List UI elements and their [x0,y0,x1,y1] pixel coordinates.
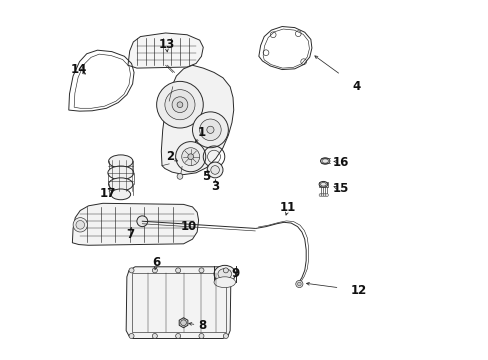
Text: 8: 8 [198,319,206,332]
Circle shape [295,280,303,288]
Circle shape [177,102,183,108]
Circle shape [199,268,203,273]
Circle shape [323,194,325,197]
Circle shape [152,268,157,273]
Circle shape [199,333,203,338]
Circle shape [325,194,328,197]
Circle shape [223,268,228,273]
Polygon shape [72,203,198,245]
Circle shape [175,333,180,338]
Ellipse shape [108,166,133,180]
Text: 17: 17 [100,187,116,200]
Circle shape [177,174,183,179]
Circle shape [192,112,228,148]
Ellipse shape [320,183,325,186]
Circle shape [210,166,219,174]
Text: 11: 11 [280,202,296,215]
Ellipse shape [321,159,328,163]
Ellipse shape [108,155,133,168]
Text: 2: 2 [165,150,174,163]
Ellipse shape [320,158,329,164]
Circle shape [129,268,134,273]
Ellipse shape [218,269,231,279]
Circle shape [321,194,324,197]
Circle shape [199,119,221,140]
Polygon shape [319,182,327,187]
Circle shape [175,141,205,172]
Circle shape [187,154,193,159]
Circle shape [73,218,87,232]
Circle shape [172,97,187,113]
Ellipse shape [111,189,130,200]
Circle shape [156,81,203,128]
Circle shape [207,162,223,178]
Text: 9: 9 [231,267,240,280]
Polygon shape [126,267,230,338]
Text: 13: 13 [158,38,174,51]
Circle shape [137,216,147,226]
Circle shape [152,333,157,338]
Text: 1: 1 [197,126,205,139]
Circle shape [182,148,199,166]
Text: 16: 16 [332,156,348,168]
Circle shape [76,221,84,229]
Circle shape [223,333,228,338]
Text: 6: 6 [152,256,161,269]
Polygon shape [128,33,203,68]
Circle shape [129,333,134,338]
Text: 7: 7 [126,228,134,241]
Text: 5: 5 [202,170,210,183]
Circle shape [319,194,321,197]
Circle shape [175,268,180,273]
Ellipse shape [214,265,235,283]
Polygon shape [161,65,233,175]
Text: 10: 10 [181,220,197,233]
Circle shape [206,126,214,134]
Text: 14: 14 [70,63,87,76]
Text: 12: 12 [350,284,366,297]
Ellipse shape [319,181,327,187]
Text: 15: 15 [332,183,348,195]
Ellipse shape [214,277,235,288]
Circle shape [164,90,195,120]
Circle shape [297,282,301,286]
Polygon shape [179,318,187,328]
Text: 3: 3 [211,180,219,193]
Circle shape [180,320,186,325]
Ellipse shape [108,178,133,191]
Text: 4: 4 [351,80,360,93]
